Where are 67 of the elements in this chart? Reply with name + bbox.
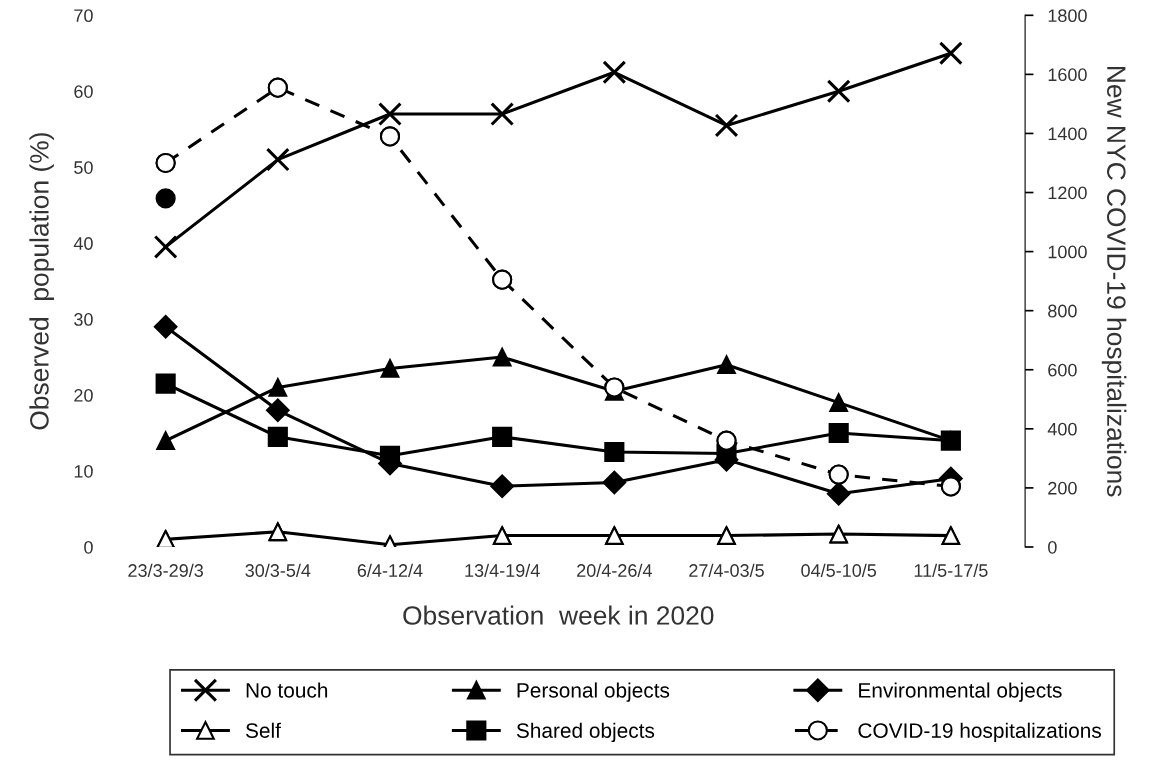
point (378, 102, 402, 126)
point (268, 378, 288, 397)
point (492, 426, 513, 447)
x-axis-title: Observation week in 2020 (403, 605, 714, 625)
point (267, 426, 288, 447)
point (490, 474, 515, 499)
point (490, 102, 515, 126)
point (829, 524, 849, 544)
point (380, 359, 400, 378)
legend-label: No touch (246, 682, 328, 698)
y2-tick-label: 600 (1048, 363, 1077, 377)
y-tick-label: 0 (84, 540, 93, 554)
y-axis-title: Observed population (%) (29, 133, 54, 430)
y2-tick-label: 1400 (1048, 127, 1087, 141)
y2-tick-label: 1800 (1048, 9, 1087, 23)
point (492, 347, 512, 367)
point (155, 188, 176, 209)
point (602, 470, 627, 495)
point (829, 393, 849, 413)
x-tick-label: 27/4-03/5 (689, 563, 764, 577)
point (828, 422, 849, 444)
legend-label: Environmental objects (859, 682, 1062, 702)
point (268, 522, 288, 542)
point (714, 113, 739, 138)
point (604, 526, 624, 545)
point (153, 235, 178, 259)
point (938, 41, 963, 66)
y-tick-label: 10 (74, 464, 93, 478)
point (941, 526, 961, 545)
point (492, 526, 512, 545)
legend-label: Self (245, 722, 281, 738)
y2-tick-label: 0 (1048, 540, 1057, 554)
point (156, 530, 176, 547)
point (717, 526, 736, 545)
y-tick-label: 30 (74, 313, 93, 326)
point (717, 355, 736, 375)
x-tick-label: 11/5-17/5 (914, 563, 988, 577)
legend-label: Personal objects (517, 682, 670, 702)
y2-tick-label: 1600 (1048, 68, 1087, 82)
point (265, 147, 290, 172)
point (604, 441, 625, 463)
point (602, 60, 627, 85)
y-tick-label: 70 (74, 9, 93, 23)
x-tick-label: 23/3-29/3 (128, 563, 204, 577)
x-tick-label: 04/5-10/5 (801, 563, 877, 577)
y2-tick-label: 400 (1047, 422, 1077, 436)
y-tick-label: 50 (74, 161, 93, 174)
y2-tick-label: 1000 (1048, 245, 1087, 259)
legend-label: COVID-19 hospitalizations (858, 722, 1101, 743)
y2-tick-label: 800 (1048, 304, 1077, 318)
x-tick-label: 6/4-12/4 (357, 563, 423, 577)
y2-tick-label: 200 (1048, 481, 1077, 495)
y-tick-label: 60 (74, 85, 93, 98)
y2-axis-title: New NYC COVID-19 hospitalizations (1101, 66, 1127, 497)
point (153, 314, 178, 339)
point (155, 373, 176, 394)
legend-label: Shared objects (516, 722, 655, 743)
point (265, 398, 290, 423)
point (156, 431, 176, 451)
y-tick-label: 40 (73, 237, 93, 250)
point (826, 481, 851, 506)
x-tick-label: 30/3-5/4 (245, 563, 311, 577)
y2-tick-label: 1200 (1048, 186, 1087, 200)
x-tick-label: 20/4-26/4 (577, 563, 652, 577)
x-tick-label: 13/4-19/4 (465, 563, 540, 577)
point (826, 79, 851, 104)
y-tick-label: 20 (74, 389, 93, 402)
